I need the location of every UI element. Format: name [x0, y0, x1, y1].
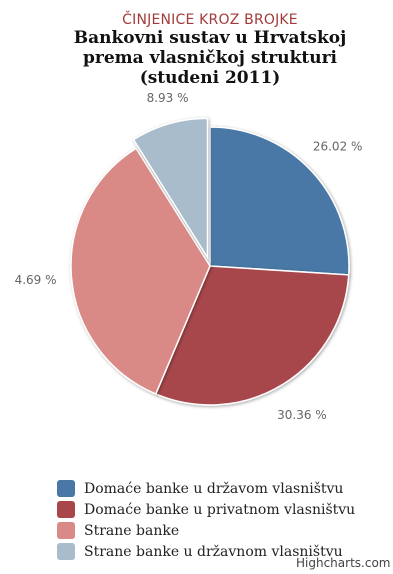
title-line-3: (studeni 2011) [139, 68, 281, 88]
legend-label: Strane banke [84, 522, 180, 539]
legend-item[interactable]: Strane banke u državnom vlasništvu [57, 541, 355, 562]
pie-slice[interactable] [154, 265, 350, 406]
legend-swatch-strane-drzavne [57, 543, 75, 560]
legend-label: Domaće banke u državom vlasništvu [84, 480, 344, 497]
legend-item[interactable]: Domaće banke u državom vlasništvu [57, 478, 355, 499]
title-line-1: Bankovni sustav u Hrvatskoj [73, 28, 347, 48]
pie-slice[interactable] [132, 117, 209, 260]
legend-swatch-strane [57, 522, 75, 539]
legend-label: Strane banke u državnom vlasništvu [84, 543, 343, 560]
legend-label: Domaće banke u privatnom vlasništvu [84, 501, 356, 518]
chart-legend: Domaće banke u državom vlasništvu Domaće… [57, 478, 355, 562]
pie-slice[interactable] [209, 126, 350, 276]
legend-item[interactable]: Domaće banke u privatnom vlasništvu [57, 499, 355, 520]
chart-kicker: ČINJENICE KROZ BROJKE [122, 12, 298, 28]
legend-swatch-domace-privatne [57, 501, 75, 518]
slice-data-label: 26.02 % [313, 139, 363, 153]
slice-data-label: 4.69 % [15, 273, 57, 287]
chart-title: Bankovni sustav u Hrvatskoj prema vlasni… [0, 28, 393, 88]
legend-item[interactable]: Strane banke [57, 520, 355, 541]
legend-swatch-domace-drzavne [57, 480, 75, 497]
pie-slice[interactable] [70, 147, 211, 395]
highcharts-credits[interactable]: Highcharts.com [296, 556, 391, 570]
pie-chart: 26.02 % 30.36 % 4.69 % 8.93 % [15, 91, 363, 422]
slice-data-label: 8.93 % [147, 91, 189, 105]
title-line-2: prema vlasničkoj strukturi [82, 48, 337, 68]
slice-data-label: 30.36 % [277, 408, 327, 422]
